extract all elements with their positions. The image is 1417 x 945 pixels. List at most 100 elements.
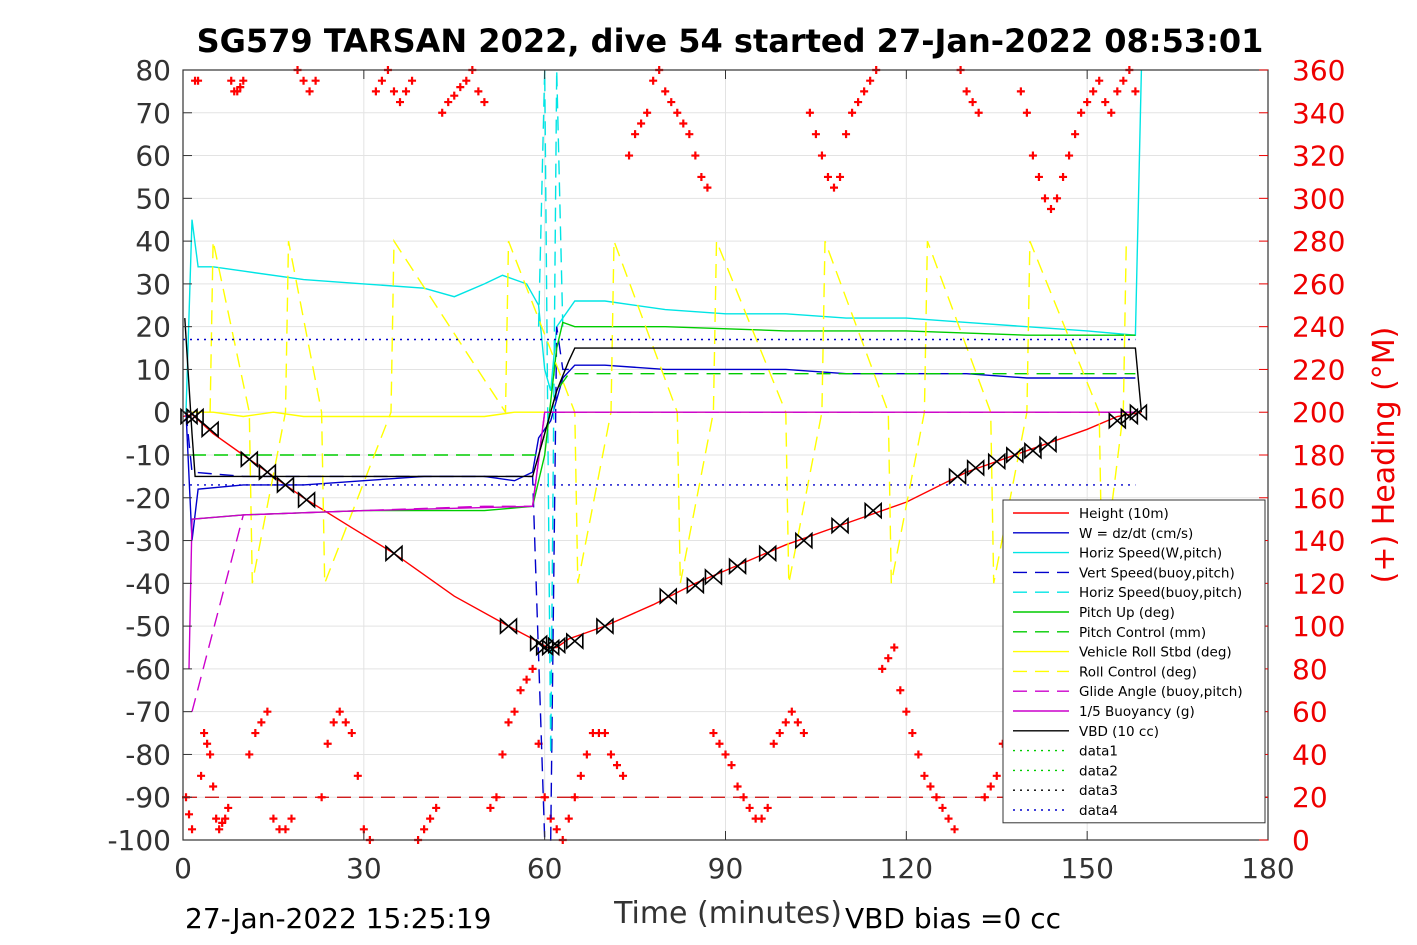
heading-point [335,707,344,716]
heading-point [305,87,314,96]
heading-point [811,130,820,139]
heading-point [450,91,459,100]
legend-label: W = dz/dt (cm/s) [1079,526,1193,542]
legend-label: VBD (10 cc) [1079,724,1159,740]
depth-marker [541,638,560,657]
heading-point [474,87,483,96]
heading-point [1053,194,1062,203]
heading-point [926,782,935,791]
right-y-tick-label: 240 [1292,311,1345,344]
heading-point [402,87,411,96]
depth-marker [1039,435,1057,454]
heading-point [1095,76,1104,85]
heading-point [206,750,215,759]
depth-marker [686,576,705,595]
plot-area [180,66,1268,844]
heading-point [311,76,320,85]
depth-marker [1006,446,1024,464]
heading-point [576,771,585,780]
heading-point [377,76,386,85]
heading-point [787,707,796,716]
heading-point [944,814,953,823]
depth-marker [831,516,849,535]
heading-point [805,108,814,117]
heading-point [1083,98,1092,107]
heading-point [528,664,537,673]
y-tick-label: -30 [125,525,171,558]
heading-point [962,87,971,96]
heading-point [625,151,634,160]
heading-point [1022,108,1031,117]
heading-point [1107,108,1116,117]
heading-point [739,793,748,802]
heading-point [1047,205,1055,214]
heading-point [775,729,784,738]
heading-point [848,108,857,117]
right-y-tick-label: 140 [1292,525,1345,558]
heading-point [444,98,453,107]
y-tick-label: -90 [125,781,171,814]
heading-point [408,76,417,85]
y-tick-label: -10 [125,439,171,472]
depth-marker [385,544,403,563]
heading-point [299,76,308,85]
heading-point [215,825,224,834]
heading-point [194,76,203,85]
depth-marker [987,452,1006,471]
heading-point [221,814,230,823]
heading-point [1113,87,1122,96]
heading-point [341,718,350,727]
x-tick-label: 180 [1241,852,1294,885]
y-tick-label: 30 [135,268,171,301]
heading-point [504,718,513,727]
heading-point [263,707,272,716]
series-line [184,318,1143,478]
heading-point [781,718,790,727]
y-tick-label: 40 [135,225,171,258]
heading-point [516,686,525,695]
heading-point [799,729,808,738]
legend-box [1002,499,1266,824]
legend-label: 1/5 Buoyancy (g) [1079,704,1195,720]
x-tick-label: 90 [708,852,744,885]
right-y-tick-label: 200 [1292,396,1345,429]
legend-label: data4 [1079,803,1118,819]
depth-marker [547,636,566,655]
heading-point [661,87,670,96]
heading-point [353,771,362,780]
heading-point [697,172,706,181]
right-y-tick-label: 320 [1292,140,1345,173]
legend-label: Pitch Control (mm) [1079,625,1206,641]
depth-marker [1129,403,1148,421]
depth-marker [297,491,316,509]
depth-marker [258,463,277,481]
heading-point [600,729,609,738]
right-y-tick-label: 120 [1292,567,1345,600]
depth-marker [240,450,259,469]
right-y-tick-label: 300 [1292,182,1345,215]
legend-label: data2 [1079,763,1118,779]
y-tick-label: 0 [153,396,171,429]
heading-point [564,814,573,823]
x-tick-label: 120 [880,852,933,885]
heading-point [709,729,718,738]
heading-point [902,707,911,716]
heading-point [492,793,501,802]
heading-point [233,87,242,96]
footer-vbd-bias: VBD bias =0 cc [845,902,1061,935]
heading-point [986,782,995,791]
heading-point [281,825,290,834]
heading-point [1059,172,1068,181]
heading-point [188,825,197,834]
heading-point [269,814,278,823]
heading-point [673,108,682,117]
heading-point [860,87,869,96]
heading-point [1040,194,1049,203]
heading-point [203,739,212,748]
right-y-tick-label: 20 [1292,781,1328,814]
right-y-tick-label: 0 [1292,824,1310,857]
heading-point [745,803,754,812]
heading-point [287,814,296,823]
legend-label: Pitch Up (deg) [1079,605,1175,621]
heading-point [1065,151,1074,160]
